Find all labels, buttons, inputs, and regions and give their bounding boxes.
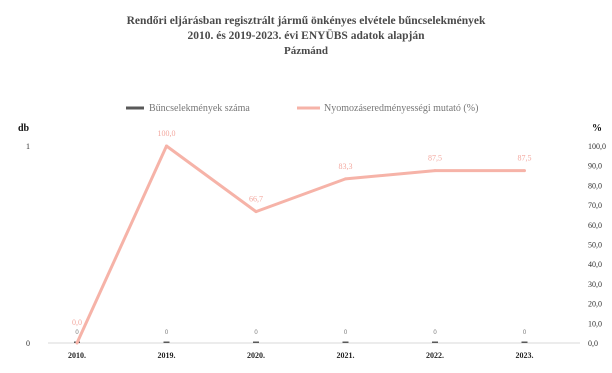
chart-title-line-3: Pázmánd xyxy=(284,45,328,57)
line-data-label: 87,5 xyxy=(428,154,442,163)
line-point xyxy=(344,177,347,181)
bar xyxy=(163,341,170,343)
right-axis-tick-label: 90,0 xyxy=(588,162,602,171)
x-axis-ticks: 2010. 2019. 2020. 2021. 2022. 2023. xyxy=(68,351,534,360)
bar-data-label: 0 xyxy=(433,330,437,336)
x-axis-tick-label: 2020. xyxy=(247,351,265,360)
line-point xyxy=(165,144,168,148)
x-axis-tick-label: 2010. xyxy=(68,351,86,360)
line-path xyxy=(75,144,525,344)
bar xyxy=(432,341,438,343)
line-point xyxy=(75,341,79,345)
right-axis-tick-label: 50,0 xyxy=(588,241,602,250)
x-axis-tick-label: 2021. xyxy=(337,351,355,360)
chart-title: Rendőri eljárásban regisztrált jármű önk… xyxy=(0,14,612,59)
bar-data-label: 0 xyxy=(344,330,348,336)
line-data-label: 100,0 xyxy=(158,129,176,138)
legend-label-line: Nyomozáseredményességi mutató (%) xyxy=(324,103,478,114)
right-axis-tick-label: 60,0 xyxy=(588,221,602,230)
x-axis-tick-label: 2023. xyxy=(516,351,534,360)
right-axis-tick-label: 10,0 xyxy=(588,319,602,328)
right-axis-tick-label: 0,0 xyxy=(588,339,598,348)
bar xyxy=(253,341,259,343)
right-axis-tick-label: 100,0 xyxy=(588,142,606,151)
right-axis-tick-label: 80,0 xyxy=(588,181,602,190)
bar-data-label: 0 xyxy=(75,330,79,336)
line-data-label: 66,7 xyxy=(249,195,263,204)
line-point xyxy=(254,210,258,214)
right-axis-tick-label: 70,0 xyxy=(588,201,602,210)
left-axis-ticks: 01 xyxy=(26,142,30,348)
bar-data-label: 0 xyxy=(165,330,169,336)
right-axis-tick-label: 30,0 xyxy=(588,280,602,289)
right-axis-ticks: 0,0 10,0 20,0 30,0 40,0 50,0 60,0 70,0 80,0 90,0 1… xyxy=(588,142,606,348)
left-axis-tick-label: 0 xyxy=(26,339,30,348)
chart-title-line-1: Rendőri eljárásban regisztrált jármű önk… xyxy=(126,15,486,27)
bar-data-label: 0 xyxy=(254,330,258,336)
right-axis-tick-label: 40,0 xyxy=(588,260,602,269)
bar xyxy=(342,341,349,343)
legend-label-bars: Bűncselekmények száma xyxy=(149,103,250,114)
x-axis-tick-label: 2022. xyxy=(426,351,444,360)
left-axis-unit: db xyxy=(18,123,30,134)
chart-title-line-2: 2010. és 2019-2023. évi ENYÜBS adatok al… xyxy=(187,30,425,42)
bar-series: 0 0 0 0 0 0 xyxy=(74,330,528,343)
bar xyxy=(521,341,528,343)
x-axis-tick-label: 2019. xyxy=(158,351,176,360)
line-point xyxy=(433,169,437,173)
line-series: 0,0 100,0 66,7 83,3 87,5 87,5 xyxy=(72,129,532,345)
left-axis-tick-label: 1 xyxy=(26,142,30,151)
line-data-label: 83,3 xyxy=(339,162,353,171)
line-data-label: 0,0 xyxy=(72,318,82,327)
line-point xyxy=(523,169,526,173)
right-axis-unit: % xyxy=(592,123,602,134)
bar-data-label: 0 xyxy=(523,330,527,336)
line-data-label: 87,5 xyxy=(518,154,532,163)
right-axis-tick-label: 20,0 xyxy=(588,300,602,309)
legend: Bűncselekmények száma Nyomozáseredményes… xyxy=(126,103,478,114)
